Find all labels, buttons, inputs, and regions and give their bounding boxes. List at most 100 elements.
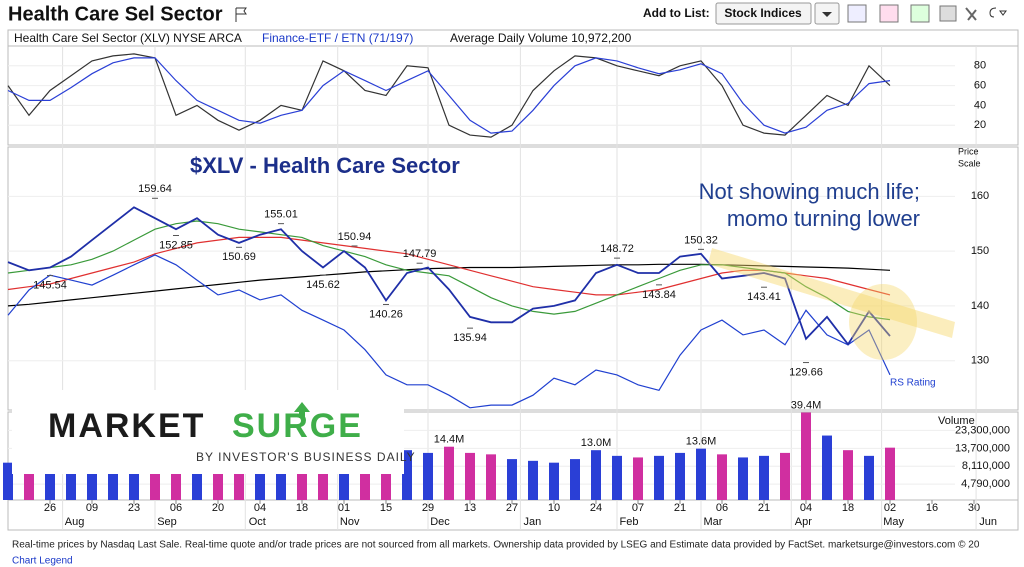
y-tick-label: 4,790,000	[961, 478, 1010, 490]
annotation: Not showing much life;	[699, 179, 920, 204]
page-title: Health Care Sel Sector	[8, 3, 223, 25]
chart-icon[interactable]	[879, 4, 899, 23]
avg-volume: Average Daily Volume 10,972,200	[450, 31, 632, 45]
volume-bar	[612, 455, 622, 500]
x-tick-label: 16	[926, 502, 938, 514]
axis-label: Volume	[938, 415, 975, 427]
month-label: Feb	[620, 516, 639, 528]
x-tick-label: 09	[86, 502, 98, 514]
y-tick-label: 40	[974, 99, 986, 111]
price-label: 129.66	[789, 366, 823, 378]
volume-bar	[444, 446, 454, 500]
month-label: Jun	[979, 516, 997, 528]
x-tick-label: 02	[884, 502, 896, 514]
price-label: 143.84	[642, 289, 676, 301]
logo-tagline: BY INVESTOR'S BUSINESS DAILY	[196, 450, 416, 464]
volume-bar	[528, 460, 538, 500]
flag-icon[interactable]	[235, 7, 247, 22]
chart-legend-link[interactable]: Chart Legend	[12, 556, 73, 567]
volume-bar	[24, 459, 34, 500]
x-tick-label: 26	[44, 502, 56, 514]
logo-box	[12, 390, 404, 474]
volume-bar	[129, 462, 139, 500]
logo-word: MARKET	[48, 407, 205, 445]
month-label: Mar	[704, 516, 723, 528]
axis-label: Scale	[958, 158, 981, 168]
volume-bar	[255, 459, 265, 500]
list-dropdown-text: Stock Indices	[724, 6, 802, 20]
volume-label: 13.0M	[581, 437, 612, 449]
month-label: Nov	[340, 516, 360, 528]
volume-bar	[822, 435, 832, 500]
month-label: Dec	[430, 516, 450, 528]
settings-icon[interactable]	[965, 7, 977, 21]
volume-bar	[423, 452, 433, 500]
x-tick-label: 23	[128, 502, 140, 514]
volume-label: 14.4M	[434, 434, 465, 446]
volume-bar	[66, 464, 76, 500]
x-tick-label: 21	[674, 502, 686, 514]
x-tick-label: 01	[338, 502, 350, 514]
price-label: 147.79	[403, 248, 437, 260]
y-tick-label: 20	[974, 119, 986, 131]
volume-bar	[318, 455, 328, 500]
volume-bar	[108, 466, 118, 500]
volume-bar	[213, 462, 223, 500]
price-label: 150.32	[684, 234, 718, 246]
chart-icon[interactable]	[847, 4, 867, 23]
month-label: Sep	[157, 516, 177, 528]
price-label: 143.41	[747, 291, 781, 303]
date-axis	[7, 499, 1019, 531]
volume-bar	[87, 460, 97, 500]
volume-bar	[402, 450, 412, 500]
price-label: 155.01	[264, 209, 298, 221]
series-line	[7, 220, 891, 321]
volume-bar	[696, 448, 706, 500]
volume-bar	[3, 462, 13, 500]
x-tick-label: 30	[968, 502, 980, 514]
x-tick-label: 15	[380, 502, 392, 514]
chart-title: $XLV - Health Care Sector	[190, 153, 460, 178]
series-line	[7, 206, 891, 346]
logo-word: SURGE	[232, 407, 363, 445]
volume-bar	[864, 455, 874, 500]
x-tick-label: 20	[212, 502, 224, 514]
rs-label: RS Rating	[890, 378, 936, 389]
add-to-list-label: Add to List:	[643, 6, 710, 20]
x-tick-label: 13	[464, 502, 476, 514]
list-dropdown[interactable]	[715, 2, 812, 25]
volume-bar	[150, 455, 160, 500]
volume-bar	[591, 450, 601, 500]
x-tick-label: 07	[632, 502, 644, 514]
price-label: 159.64	[138, 183, 172, 195]
x-tick-label: 06	[716, 502, 728, 514]
volume-bar	[276, 462, 286, 500]
month-label: Oct	[249, 516, 266, 528]
oscillator-panel	[7, 45, 1019, 146]
logo-arrow	[294, 402, 310, 418]
help-icon[interactable]	[989, 7, 1007, 18]
volume-bar	[507, 459, 517, 500]
x-tick-label: 10	[548, 502, 560, 514]
price-label: 145.62	[306, 279, 340, 291]
group-link[interactable]: Finance-ETF / ETN (71/197)	[262, 31, 413, 45]
price-label: 148.72	[600, 243, 634, 255]
x-tick-label: 18	[296, 502, 308, 514]
print-icon[interactable]	[939, 5, 957, 22]
y-tick-label: 140	[971, 300, 989, 312]
month-label: Aug	[65, 516, 85, 528]
axis-label: Price	[958, 146, 979, 156]
series-line	[7, 263, 891, 307]
volume-bar	[759, 455, 769, 500]
arrow-icon	[822, 12, 832, 17]
plot-layers: 26 09 23 06 20 04 18 01 15 29 13 27 10 24 07 21 06 21 04 18…	[3, 46, 997, 530]
month-label: Jan	[524, 516, 542, 528]
chart-icon[interactable]	[910, 4, 930, 23]
y-tick-label: 60	[974, 80, 986, 92]
x-tick-label: 21	[758, 502, 770, 514]
highlight-circle	[849, 284, 917, 360]
y-tick-label: 13,700,000	[955, 442, 1010, 454]
volume-bar	[633, 457, 643, 500]
y-tick-label: 130	[971, 355, 989, 367]
